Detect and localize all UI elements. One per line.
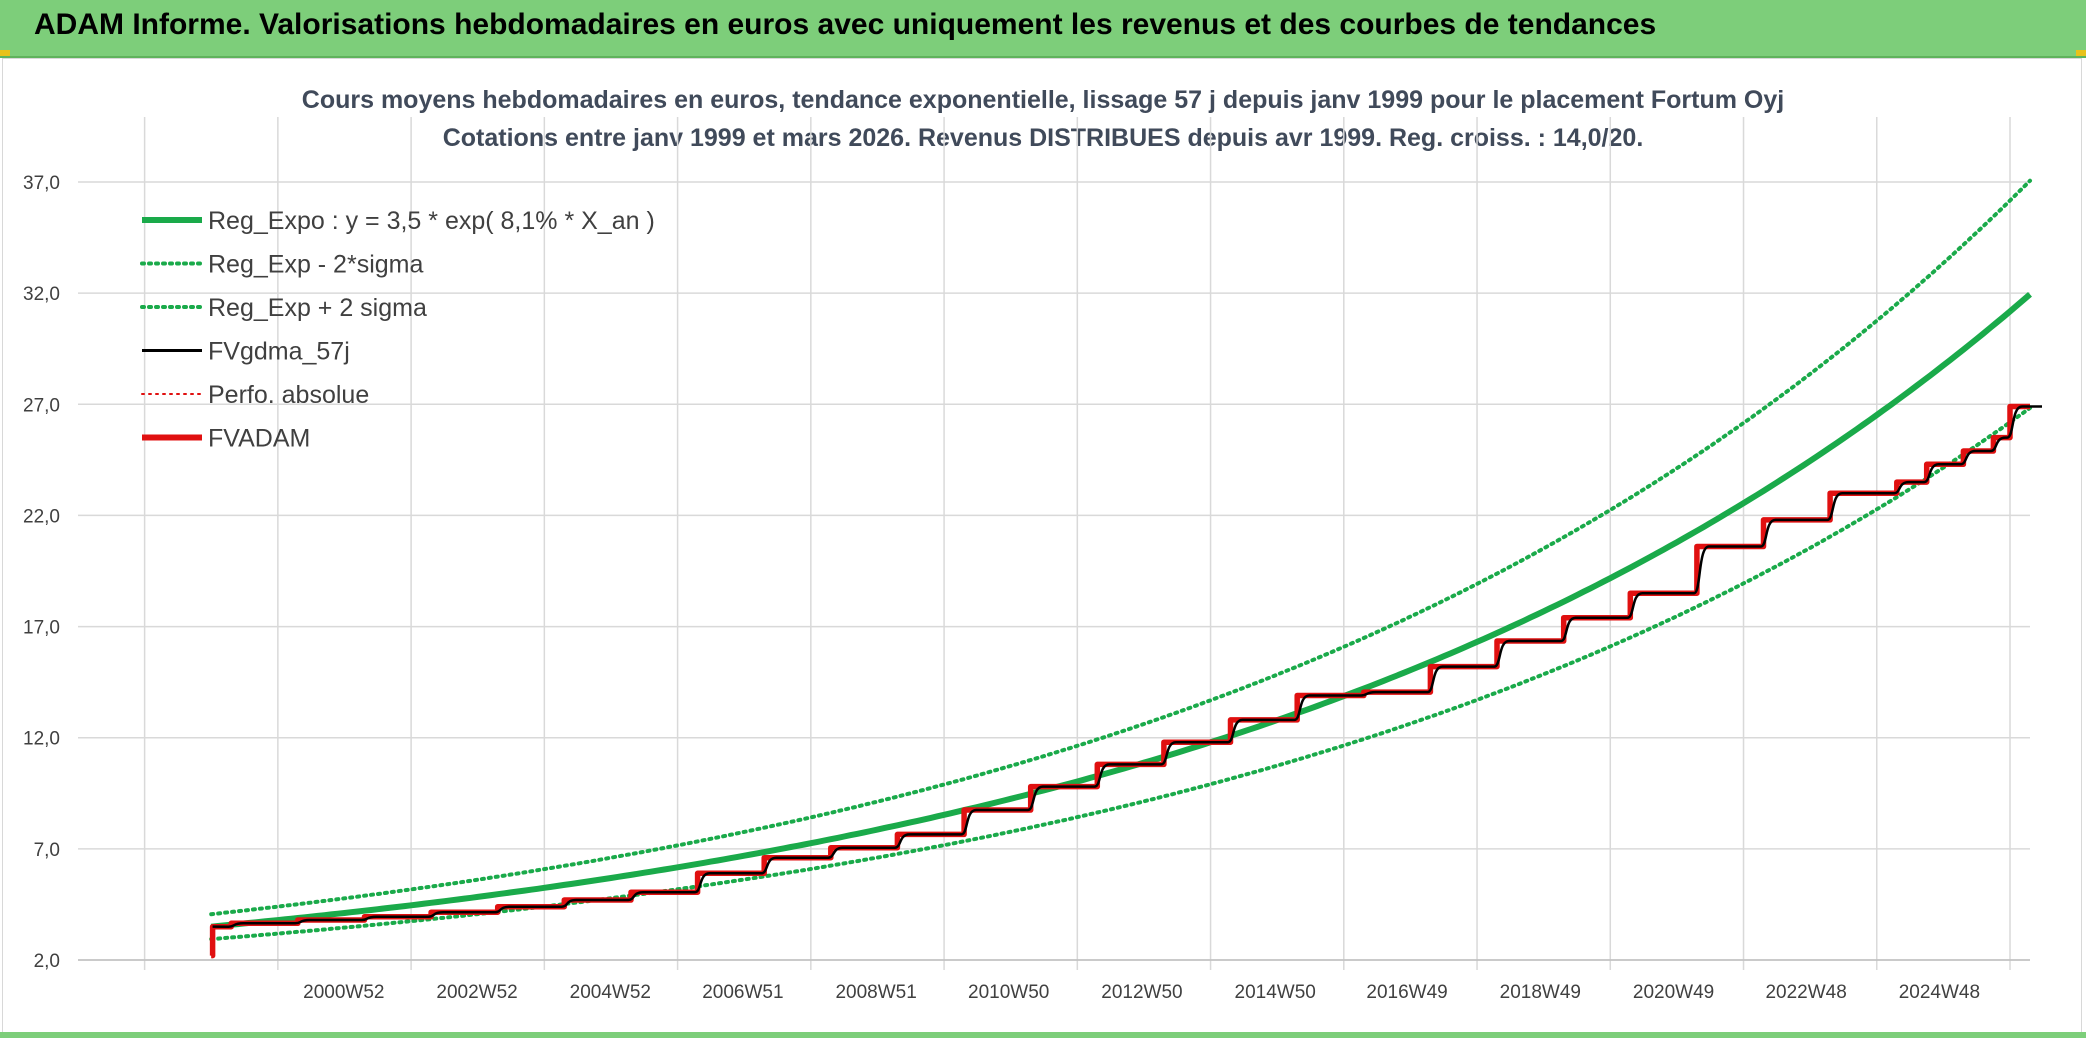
x-tick-label: 2002W52 bbox=[436, 982, 517, 1003]
corner-mark-left bbox=[0, 50, 10, 56]
x-tick-label: 2022W48 bbox=[1765, 982, 1846, 1003]
x-tick-label: 2008W51 bbox=[835, 982, 916, 1003]
legend-label: Perfo. absolue bbox=[208, 381, 369, 409]
y-tick-label: 17,0 bbox=[23, 618, 60, 639]
perfo-absolue-line bbox=[211, 405, 2030, 957]
fvadam-line bbox=[209, 403, 2030, 959]
corner-mark-right bbox=[2076, 50, 2086, 56]
fvgdma-57j-line bbox=[212, 405, 2042, 928]
legend-layer: Reg_Expo : y = 3,5 * exp( 8,1% * X_an ) R… bbox=[140, 207, 655, 453]
y-tick-label: 22,0 bbox=[23, 506, 60, 527]
series-layer bbox=[209, 178, 2042, 959]
y-tick-label: 27,0 bbox=[23, 395, 60, 416]
x-tick-label: 2014W50 bbox=[1235, 982, 1316, 1003]
reg-expo-line bbox=[210, 292, 2032, 930]
x-tick-label: 2012W50 bbox=[1101, 982, 1182, 1003]
report-title: ADAM Informe. Valorisations hebdomadaire… bbox=[34, 8, 1657, 41]
x-tick-label: 2000W52 bbox=[303, 982, 384, 1003]
reg-exp-minus-2sigma-line bbox=[209, 406, 2032, 942]
y-tick-label: 7,0 bbox=[34, 840, 60, 861]
grid-layer bbox=[78, 117, 2030, 970]
chart-subtitle: Cotations entre janv 1999 et mars 2026. … bbox=[442, 124, 1644, 152]
legend-label: Reg_Exp + 2 sigma bbox=[208, 294, 427, 322]
y-tick-label: 37,0 bbox=[23, 173, 60, 194]
y-tick-label: 12,0 bbox=[23, 729, 60, 750]
x-tick-label: 2006W51 bbox=[702, 982, 783, 1003]
legend-label: FVADAM bbox=[208, 425, 310, 453]
axis-layer: 2,0 7,0 12,0 17,0 22,0 27,0 32,0 37,0 2000W52 200… bbox=[23, 173, 2030, 1003]
x-tick-label: 2016W49 bbox=[1366, 982, 1447, 1003]
bottom-bar bbox=[0, 1032, 2086, 1038]
reg-exp-plus-2sigma-line bbox=[209, 178, 2032, 917]
x-tick-label: 2024W48 bbox=[1899, 982, 1980, 1003]
y-tick-label: 2,0 bbox=[34, 951, 60, 972]
x-tick-label: 2018W49 bbox=[1500, 982, 1581, 1003]
chart-title: Cours moyens hebdomadaires en euros, ten… bbox=[301, 86, 1785, 114]
x-tick-label: 2004W52 bbox=[570, 982, 651, 1003]
x-tick-label: 2010W50 bbox=[968, 982, 1049, 1003]
legend-label: Reg_Exp - 2*sigma bbox=[208, 251, 423, 279]
legend-label: Reg_Expo : y = 3,5 * exp( 8,1% * X_an ) bbox=[208, 207, 655, 235]
report-header: ADAM Informe. Valorisations hebdomadaire… bbox=[0, 0, 2086, 58]
x-tick-label: 2020W49 bbox=[1633, 982, 1714, 1003]
y-tick-label: 32,0 bbox=[23, 284, 60, 305]
legend-label: FVgdma_57j bbox=[208, 338, 350, 366]
